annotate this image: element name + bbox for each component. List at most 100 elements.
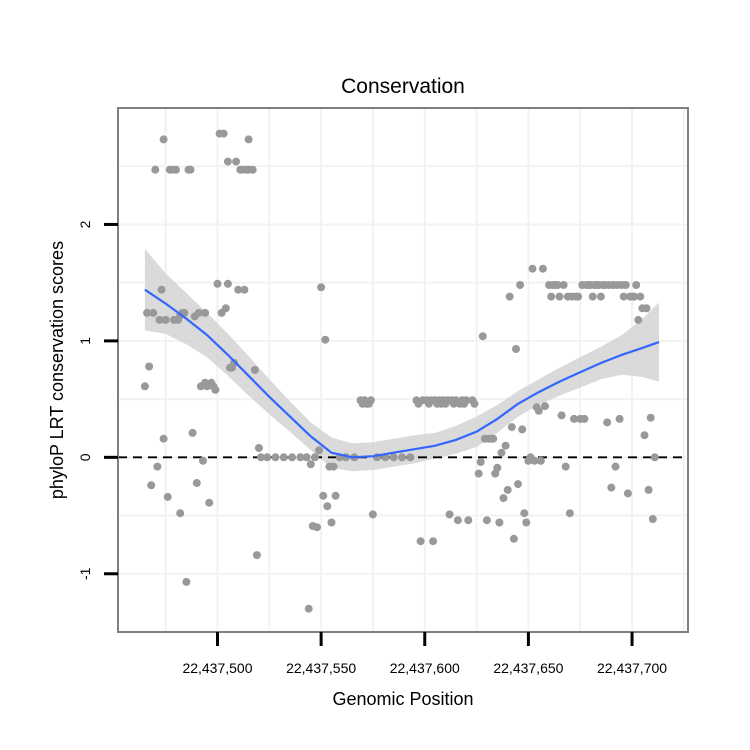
data-point <box>476 458 485 466</box>
data-point <box>512 345 520 353</box>
data-point <box>482 516 491 525</box>
data-point <box>263 453 272 462</box>
chart-title: Conservation <box>341 75 465 98</box>
data-point <box>199 456 207 465</box>
data-point <box>507 423 516 432</box>
data-point <box>503 485 512 494</box>
data-point <box>232 157 241 166</box>
data-point <box>642 304 651 313</box>
data-point <box>445 510 454 519</box>
data-point <box>516 281 525 289</box>
data-point <box>234 285 243 294</box>
data-point <box>252 551 261 560</box>
data-point <box>159 135 168 144</box>
data-point <box>650 453 659 462</box>
data-point <box>310 453 319 462</box>
data-point <box>368 510 377 519</box>
data-point <box>143 308 151 317</box>
score-points <box>140 129 659 613</box>
data-point <box>182 577 191 586</box>
data-point <box>223 157 232 166</box>
smooth-line <box>144 288 660 459</box>
data-point <box>553 281 562 289</box>
data-point <box>244 135 253 144</box>
data-point <box>172 165 180 174</box>
data-point <box>530 456 539 465</box>
data-point <box>574 292 583 301</box>
data-point <box>541 402 549 411</box>
data-point <box>250 366 259 374</box>
data-point <box>429 537 438 546</box>
x-axis-label: Genomic Position <box>332 689 473 709</box>
data-point <box>223 279 232 288</box>
data-point <box>522 518 531 527</box>
y-axis-label: phyloP LRT conservation scores <box>47 241 67 499</box>
x-tick-label: 22,437,550 <box>286 660 356 676</box>
data-point <box>646 413 655 422</box>
data-point <box>509 534 518 543</box>
data-point <box>538 264 547 273</box>
data-point <box>520 509 529 518</box>
confidence-band <box>144 248 659 472</box>
data-point <box>474 469 483 478</box>
data-point <box>329 462 338 471</box>
data-point <box>596 292 605 301</box>
data-point <box>306 460 315 469</box>
data-point <box>161 315 170 324</box>
data-point <box>389 453 398 462</box>
data-point <box>406 453 415 462</box>
data-point <box>366 396 375 405</box>
data-point <box>559 281 568 289</box>
data-point <box>607 483 616 492</box>
data-point <box>630 292 639 301</box>
data-point <box>528 264 537 273</box>
x-tick-label: 22,437,500 <box>182 660 252 676</box>
data-point <box>254 444 263 452</box>
data-point <box>615 414 624 423</box>
data-point <box>621 281 630 289</box>
data-point <box>157 285 166 294</box>
data-point <box>640 431 649 440</box>
data-point <box>561 462 570 471</box>
y-tick-label: 2 <box>77 220 93 228</box>
data-point <box>271 453 280 462</box>
data-point <box>565 509 574 518</box>
data-point <box>192 479 201 487</box>
data-point <box>588 292 597 301</box>
data-point <box>302 453 311 462</box>
data-point <box>205 498 214 507</box>
data-point <box>331 491 340 500</box>
data-point <box>398 453 406 462</box>
data-point <box>211 385 220 394</box>
data-point <box>327 518 336 527</box>
data-point <box>470 399 479 408</box>
data-point <box>145 362 154 371</box>
data-point <box>603 418 612 427</box>
data-point <box>505 292 514 301</box>
data-point <box>201 308 210 317</box>
data-point <box>230 359 239 367</box>
data-point <box>149 308 158 317</box>
x-tick-label: 22,437,700 <box>597 660 667 676</box>
data-point <box>555 292 564 301</box>
y-tick-label: 1 <box>77 337 93 345</box>
y-tick-label: 0 <box>77 453 93 461</box>
plot-frame <box>117 107 689 633</box>
data-point <box>176 509 185 518</box>
data-point <box>632 281 641 289</box>
x-tick-label: 22,437,650 <box>493 660 563 676</box>
x-tick-label: 22,437,600 <box>390 660 460 676</box>
data-point <box>611 462 620 471</box>
smooth-curve <box>144 288 660 459</box>
data-point <box>648 515 657 523</box>
data-point <box>321 335 330 344</box>
data-point <box>634 315 643 324</box>
data-point <box>570 414 578 423</box>
data-point <box>147 481 156 490</box>
data-point <box>317 283 326 292</box>
data-point <box>140 382 149 391</box>
data-point <box>155 315 164 324</box>
axes: 22,437,500 22,437,550 22,437,600 22,437,650… <box>77 220 667 676</box>
data-point <box>462 396 471 405</box>
